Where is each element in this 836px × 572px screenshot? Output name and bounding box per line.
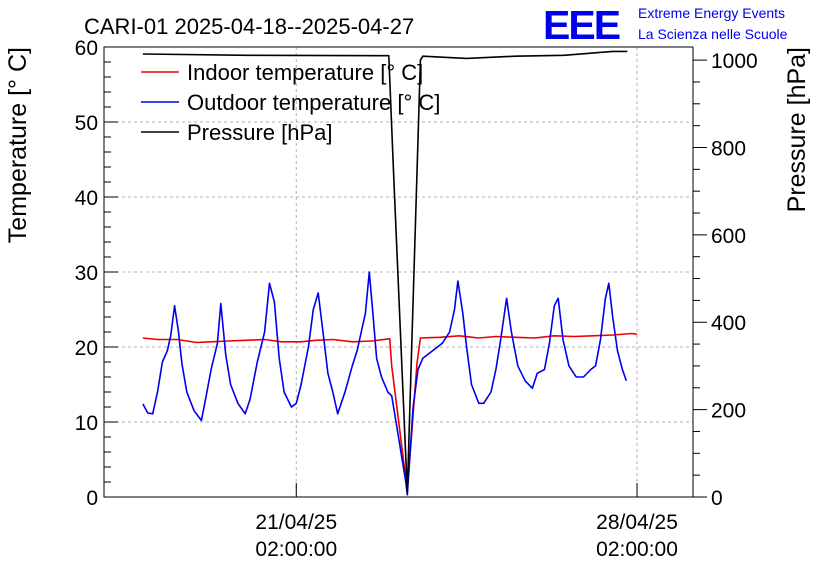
y-tick-label: 40	[75, 187, 98, 210]
y-tick-label: 60	[75, 37, 98, 60]
y-tick-label: 0	[86, 487, 98, 510]
y-tick-label: 50	[75, 112, 98, 135]
chart-title: CARI-01 2025-04-18--2025-04-27	[84, 14, 414, 39]
y2-tick-label: 600	[711, 225, 746, 248]
series-line-indoor	[142, 332, 638, 492]
y2-tick-label: 200	[711, 400, 746, 423]
y2-tick-label: 0	[711, 487, 723, 510]
legend-label: Indoor temperature [° C]	[187, 60, 423, 85]
eee-logo-mark: EEE	[543, 2, 620, 48]
legend: Indoor temperature [° C] Outdoor temperat…	[141, 60, 440, 145]
x-tick-date-label: 28/04/25	[596, 511, 678, 534]
series-line-pressure	[142, 50, 628, 494]
x-tick-date-label: 21/04/25	[255, 511, 337, 534]
y2-tick-label: 800	[711, 137, 746, 160]
y-tick-label: 30	[75, 262, 98, 285]
plot-frame	[103, 46, 694, 498]
y2-tick-label: 400	[711, 312, 746, 335]
series-line-outdoor	[142, 271, 628, 496]
y-tick-label: 20	[75, 337, 98, 360]
y2-axis-title: Pressure [hPa]	[783, 47, 811, 212]
x-tick-time-label: 02:00:00	[255, 538, 337, 561]
legend-label: Pressure [hPa]	[187, 120, 333, 145]
y-axis-title: Temperature [° C]	[4, 47, 32, 243]
eee-logo: EEE Extreme Energy Events La Scienza nel…	[543, 2, 788, 48]
eee-logo-line-2: La Scienza nelle Scuole	[638, 26, 788, 42]
axes: 0 10 20 30 40 50 60 21/04/25 02:00:00 28/04/25 02:…	[75, 37, 758, 561]
y2-tick-label: 1000	[711, 50, 758, 73]
series-layer	[142, 50, 638, 496]
x-tick-time-label: 02:00:00	[596, 538, 678, 561]
legend-label: Outdoor temperature [° C]	[187, 90, 440, 115]
y-tick-label: 10	[75, 412, 98, 435]
eee-logo-line-1: Extreme Energy Events	[638, 5, 785, 21]
